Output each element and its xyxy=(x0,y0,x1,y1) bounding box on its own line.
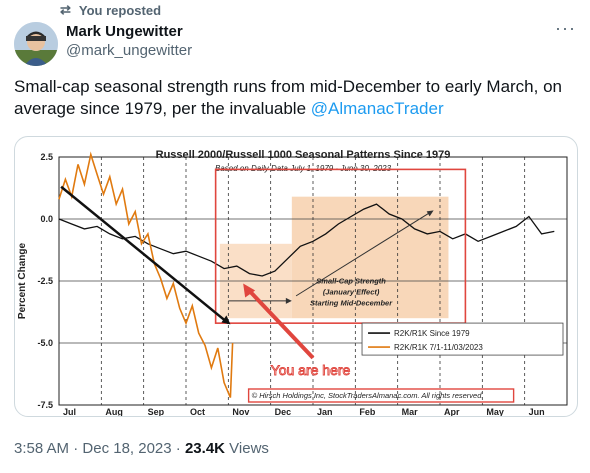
x-tick-label: Apr xyxy=(444,407,460,416)
views-count: 23.4K xyxy=(184,440,225,457)
highlight-box xyxy=(214,168,467,324)
strength-annotation-text: Starting Mid-December xyxy=(310,298,393,307)
strength-arrow xyxy=(295,211,432,297)
legend-entry: R2K/R1K Since 1979 xyxy=(394,329,470,338)
more-options-icon[interactable]: ··· xyxy=(555,18,576,38)
you-are-here-arrow xyxy=(248,289,315,360)
y-axis-label: Percent Change xyxy=(17,242,28,319)
you-are-here-arrowhead xyxy=(243,283,256,298)
x-tick-label: Aug xyxy=(105,407,123,416)
y-tick-label: 2.5 xyxy=(40,152,53,162)
you-are-here-label: You are here xyxy=(271,362,351,378)
x-tick-label: Oct xyxy=(190,407,205,416)
tweet-meta: 3:58 AM · Dec 18, 2023 · 23.4K Views xyxy=(14,440,269,457)
copyright-box xyxy=(247,388,515,403)
author-name[interactable]: Mark Ungewitter xyxy=(66,23,183,40)
meta-separator: · xyxy=(171,440,185,457)
mention-link[interactable]: @AlmanacTrader xyxy=(310,99,444,118)
y-tick-label: -5.0 xyxy=(37,338,53,348)
tweet-time[interactable]: 3:58 AM xyxy=(14,440,70,457)
x-tick-label: Sep xyxy=(148,407,165,416)
avatar-image xyxy=(14,22,58,66)
legend-box xyxy=(361,322,564,356)
plot-frame xyxy=(58,156,568,406)
x-tick-label: Mar xyxy=(402,407,419,416)
repost-icon: ⇄ xyxy=(60,2,71,17)
strength-arrowhead xyxy=(426,210,434,217)
strength-annotation-text: (January Effect) xyxy=(323,287,380,296)
strength-annotation-text: Small-Cap Strength xyxy=(316,276,386,285)
copyright-text: © Hirsch Holdings Inc, StockTradersAlman… xyxy=(252,391,484,400)
x-tick-label: Feb xyxy=(359,407,376,416)
legend-entry: R2K/R1K 7/1-11/03/2023 xyxy=(394,343,483,352)
x-tick-label: Jan xyxy=(317,407,333,416)
start-arrowhead xyxy=(285,297,292,304)
repost-header: ⇄ You reposted xyxy=(60,2,161,18)
chart-subtitle: Based on Daily Data July 1, 1979 - June … xyxy=(215,164,392,173)
x-tick-label: Jul xyxy=(63,407,76,416)
trend-arrowhead xyxy=(221,315,231,325)
seasonal-chart: 2.5 0.0 -2.5 -5.0 -7.5 Jul Aug Sep Oct Nov Dec Jan F… xyxy=(17,149,568,416)
tweet-date[interactable]: Dec 18, 2023 xyxy=(82,440,172,457)
tweet-body: Small-cap seasonal strength runs from mi… xyxy=(14,77,562,118)
y-tick-label: 0.0 xyxy=(40,214,53,224)
author-block: Mark Ungewitter @mark_ungewitter xyxy=(66,22,192,61)
meta-separator: · xyxy=(69,440,83,457)
tweet-text: Small-cap seasonal strength runs from mi… xyxy=(14,76,576,120)
x-tick-label: May xyxy=(486,407,504,416)
avatar[interactable] xyxy=(14,22,58,66)
chart-title: Russell 2000/Russell 1000 Seasonal Patte… xyxy=(156,149,451,161)
trend-arrow xyxy=(60,185,230,325)
series-line-2 xyxy=(58,151,234,398)
author-handle[interactable]: @mark_ungewitter xyxy=(66,42,193,59)
views-label: Views xyxy=(225,440,269,457)
repost-label: You reposted xyxy=(78,2,162,18)
x-tick-label: Nov xyxy=(232,407,249,416)
x-tick-label: Dec xyxy=(275,407,292,416)
y-tick-label: -7.5 xyxy=(37,400,53,410)
y-tick-label: -2.5 xyxy=(37,276,53,286)
tweet-media[interactable]: 2.5 0.0 -2.5 -5.0 -7.5 Jul Aug Sep Oct Nov Dec Jan F… xyxy=(14,136,578,417)
x-tick-label: Jun xyxy=(529,407,545,416)
